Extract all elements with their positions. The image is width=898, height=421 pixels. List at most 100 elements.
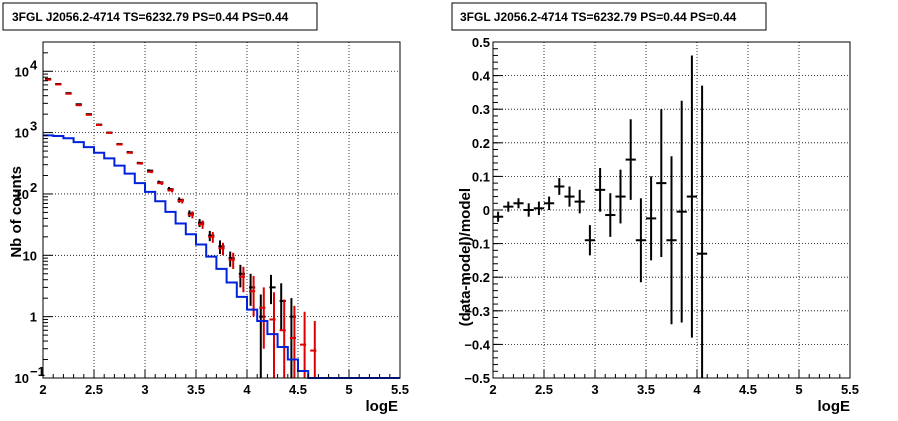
- left-model-histogram: [43, 134, 400, 379]
- left-data-point: [269, 274, 276, 305]
- right-y-tick-label: 0.2: [472, 136, 490, 151]
- right-y-tick-label: −0.5: [464, 371, 490, 386]
- left-model-point: [177, 198, 184, 204]
- right-residual-point: [523, 203, 534, 217]
- right-plot-data: [493, 55, 708, 378]
- right-residual-point: [666, 156, 677, 325]
- left-model-point: [157, 181, 164, 185]
- left-x-axis-label: logE: [366, 398, 399, 415]
- left-x-tick-label: 5: [345, 382, 352, 397]
- right-residual-point: [605, 193, 616, 237]
- right-residual-point: [544, 196, 555, 210]
- left-model-point: [96, 124, 103, 127]
- right-y-tick-label: −0.4: [464, 337, 490, 352]
- left-model-point: [45, 78, 52, 81]
- left-model-point: [198, 220, 205, 229]
- left-model-point: [279, 299, 286, 378]
- right-y-tick-label: −0.1: [464, 237, 490, 252]
- left-y-tick-label: 10: [15, 64, 29, 79]
- left-y-axis-label: Nb of counts: [8, 166, 25, 258]
- left-model-point: [310, 320, 317, 378]
- left-model-point: [238, 266, 245, 293]
- left-model-point: [75, 104, 82, 107]
- right-residual-point: [574, 189, 585, 214]
- right-y-tick-label: 0.4: [472, 69, 491, 84]
- right-residual-point: [625, 119, 636, 200]
- right-title: 3FGL J2056.2-4714 TS=6232.79 PS=0.44 PS=…: [460, 10, 737, 24]
- right-y-tick-label: 0.3: [472, 102, 490, 117]
- right-axis-ticks: 2 2.5 3 3.5 4 4.5 5 5.5 −0.5 −0.4 −0.3 −0.2 −0.1 0 0.1…: [464, 35, 859, 397]
- left-model-point: [167, 188, 174, 193]
- right-y-tick-label: −0.2: [464, 270, 490, 285]
- right-x-tick-label: 2: [489, 382, 496, 397]
- left-y-tick-label: 10: [23, 248, 37, 263]
- right-x-tick-label: 4: [693, 382, 701, 397]
- left-model-point: [187, 211, 194, 219]
- left-plot-frame: [42, 41, 401, 379]
- right-residual-point: [533, 201, 544, 216]
- left-y-tick-exponent: 4: [30, 57, 38, 72]
- right-residual-point: [554, 178, 565, 195]
- left-model-point: [116, 143, 123, 146]
- left-y-tick-label: 1: [30, 310, 37, 325]
- left-x-tick-label: 5.5: [391, 382, 409, 397]
- right-x-tick-label: 5.5: [841, 382, 859, 397]
- left-y-tick-exponent: 2: [30, 180, 37, 195]
- left-y-tick-label: 10: [15, 187, 29, 202]
- right-residual-point: [656, 109, 667, 258]
- right-y-tick-label: 0.1: [472, 169, 490, 184]
- left-model-point: [106, 131, 113, 134]
- right-x-tick-label: 2.5: [535, 382, 553, 397]
- right-residual-point: [513, 198, 524, 209]
- right-x-tick-label: 4.5: [739, 382, 757, 397]
- left-y-tick-label: 10: [15, 126, 29, 141]
- left-title: 3FGL J2056.2-4714 TS=6232.79 PS=0.44 PS=…: [12, 10, 289, 24]
- left-model-point: [259, 287, 266, 349]
- left-model-point: [208, 231, 215, 243]
- left-model-point: [269, 292, 276, 378]
- right-grid: [493, 42, 850, 378]
- left-x-tick-label: 3: [141, 382, 148, 397]
- right-x-tick-label: 5: [795, 382, 802, 397]
- left-title-box: [2, 2, 318, 31]
- left-model-point: [289, 305, 296, 378]
- left-x-tick-label: 3.5: [187, 382, 205, 397]
- left-y-tick-exponent: 3: [30, 119, 37, 134]
- left-y-tick-exponent: −1: [30, 364, 45, 379]
- left-model-point: [65, 92, 72, 95]
- right-residual-point: [635, 198, 646, 283]
- right-residual-point: [686, 55, 697, 338]
- right-residual-point: [646, 176, 657, 261]
- right-y-tick-label: 0.5: [472, 35, 490, 50]
- right-residual-point: [615, 169, 626, 224]
- left-x-tick-label: 4.5: [289, 382, 307, 397]
- right-residual-point: [503, 201, 514, 212]
- left-model-point: [218, 242, 225, 256]
- left-model-point: [300, 311, 307, 378]
- left-grid: [43, 42, 400, 378]
- left-model-point: [85, 113, 92, 116]
- right-x-tick-label: 3.5: [637, 382, 655, 397]
- right-residual-point: [676, 100, 687, 323]
- left-model-point: [126, 151, 133, 154]
- right-residual-point: [584, 225, 595, 256]
- right-x-axis-label: logE: [818, 398, 851, 415]
- right-y-axis-label: (data-model)/model: [457, 188, 474, 326]
- right-residual-point: [595, 168, 606, 212]
- left-model-point: [55, 83, 62, 86]
- right-panel: 3FGL J2056.2-4714 TS=6232.79 PS=0.44 PS=…: [451, 2, 859, 415]
- left-x-tick-label: 2.5: [85, 382, 103, 397]
- left-y-tick-label: 10: [15, 371, 29, 386]
- left-x-tick-label: 4: [243, 382, 251, 397]
- right-title-box: [451, 2, 767, 31]
- right-x-tick-label: 3: [591, 382, 598, 397]
- left-plot-data: [43, 77, 400, 379]
- left-panel: 3FGL J2056.2-4714 TS=6232.79 PS=0.44 PS=…: [2, 2, 409, 415]
- left-model-point: [228, 252, 235, 269]
- left-model-point: [147, 170, 154, 174]
- right-y-tick-label: 0: [483, 203, 490, 218]
- left-x-tick-label: 2: [39, 382, 46, 397]
- right-y-tick-label: −0.3: [464, 304, 490, 319]
